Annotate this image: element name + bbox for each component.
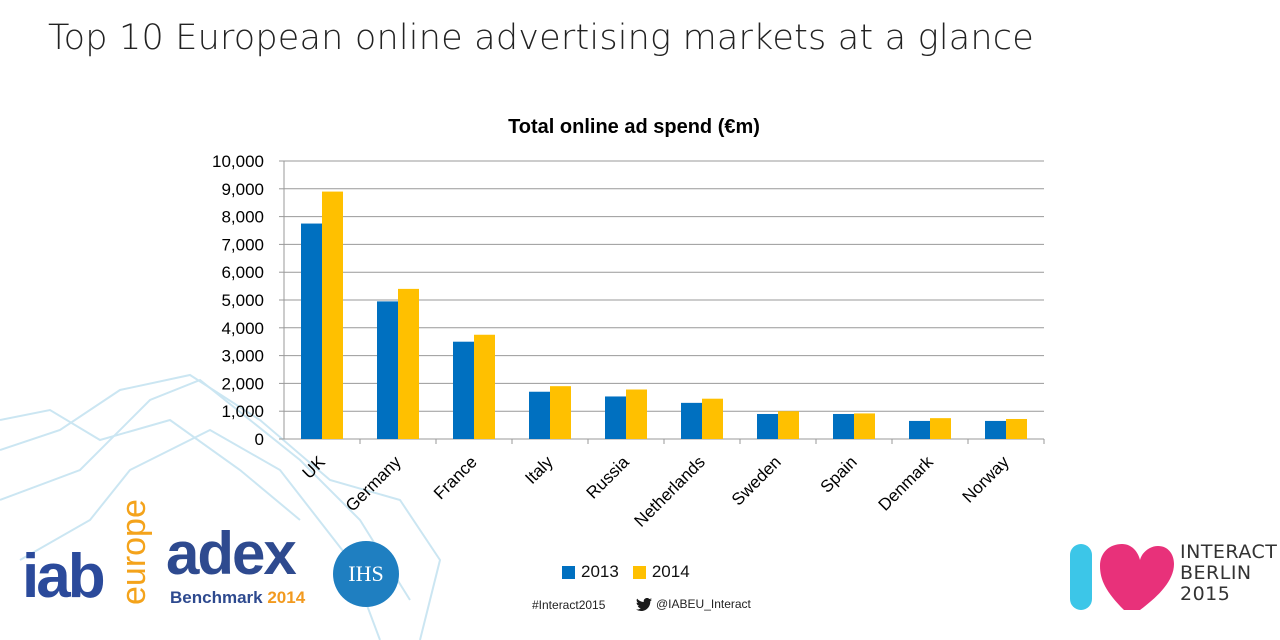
x-tick-label: Germany — [342, 452, 405, 515]
bar-2013-russia — [605, 396, 626, 439]
legend-swatch-2014 — [632, 565, 646, 579]
adex-benchmark-logo: adex Benchmark 2014 — [164, 524, 314, 612]
bar-2013-norway — [985, 420, 1006, 439]
twitter-handle-text: @IABEU_Interact — [656, 597, 751, 611]
x-tick-label: UK — [299, 452, 330, 483]
bar-2013-germany — [377, 301, 398, 439]
x-tick-label: Netherlands — [631, 452, 709, 530]
bar-2013-netherlands — [681, 402, 702, 439]
hashtag: #Interact2015 — [532, 598, 606, 612]
bar-2013-france — [453, 341, 474, 439]
chart-title: Total online ad spend (€m) — [508, 116, 760, 138]
bar-2013-spain — [833, 413, 854, 439]
y-tick-label: 4,000 — [221, 319, 264, 338]
adex-logo-year: 2014 — [267, 588, 306, 607]
bar-2014-france — [474, 334, 495, 439]
y-tick-label: 0 — [255, 430, 264, 449]
bar-2014-russia — [626, 389, 647, 439]
chart-legend: 2013 2014 — [562, 562, 690, 582]
y-tick-label: 9,000 — [221, 180, 264, 199]
bar-2013-sweden — [757, 413, 778, 439]
bar-2014-uk — [322, 191, 343, 439]
legend-item-2013: 2013 — [562, 562, 619, 582]
bar-2014-spain — [854, 413, 875, 439]
y-tick-label: 1,000 — [221, 402, 264, 421]
page-title: Top 10 European online advertising marke… — [48, 18, 1034, 58]
x-tick-label: France — [430, 452, 481, 503]
y-tick-label: 8,000 — [221, 208, 264, 227]
x-tick-label: Denmark — [875, 452, 938, 515]
y-tick-label: 10,000 — [212, 152, 264, 171]
bar-2013-denmark — [909, 420, 930, 439]
x-tick-label: Russia — [583, 452, 634, 503]
x-tick-label: Norway — [959, 452, 1014, 507]
iab-europe-logo: iab europe — [22, 499, 153, 615]
adex-logo-benchmark: Benchmark — [170, 588, 263, 607]
iab-logo-text: iab — [22, 542, 106, 611]
x-tick-label: Spain — [817, 452, 861, 496]
interact-line-1: INTERACT — [1180, 541, 1278, 563]
adex-logo-text: adex — [166, 520, 297, 587]
y-tick-label: 3,000 — [221, 347, 264, 366]
y-tick-label: 7,000 — [221, 235, 264, 254]
twitter-handle: @IABEU_Interact — [636, 597, 751, 611]
bar-2014-germany — [398, 288, 419, 439]
interact-line-2: BERLIN — [1180, 562, 1252, 584]
bar-2014-netherlands — [702, 398, 723, 439]
legend-item-2014: 2014 — [632, 562, 690, 582]
ihs-logo: IHS — [333, 541, 399, 607]
bar-2013-italy — [529, 391, 550, 439]
interact-logo-text: INTERACT BERLIN 2015 — [1180, 542, 1277, 605]
y-tick-label: 5,000 — [221, 291, 264, 310]
legend-label-2013: 2013 — [581, 562, 619, 581]
bar-2014-italy — [550, 386, 571, 439]
legend-label-2014: 2014 — [651, 562, 690, 581]
legend-swatch-2013 — [562, 565, 575, 579]
twitter-bird-icon — [636, 597, 652, 611]
y-tick-label: 6,000 — [221, 263, 264, 282]
x-tick-label: Sweden — [728, 452, 785, 509]
interact-line-3: 2015 — [1180, 583, 1231, 605]
x-tick-label: Italy — [521, 452, 557, 488]
bar-2014-norway — [1006, 418, 1027, 439]
bar-2013-uk — [301, 223, 322, 439]
bar-2014-sweden — [778, 411, 799, 439]
interact-heart-icon — [1070, 544, 1174, 610]
y-tick-label: 2,000 — [221, 374, 264, 393]
iab-logo-subtext: europe — [115, 499, 153, 605]
interact-berlin-logo: INTERACT BERLIN 2015 — [1066, 538, 1277, 618]
bar-2014-denmark — [930, 418, 951, 439]
adex-logo-subtext: Benchmark 2014 — [170, 588, 305, 608]
